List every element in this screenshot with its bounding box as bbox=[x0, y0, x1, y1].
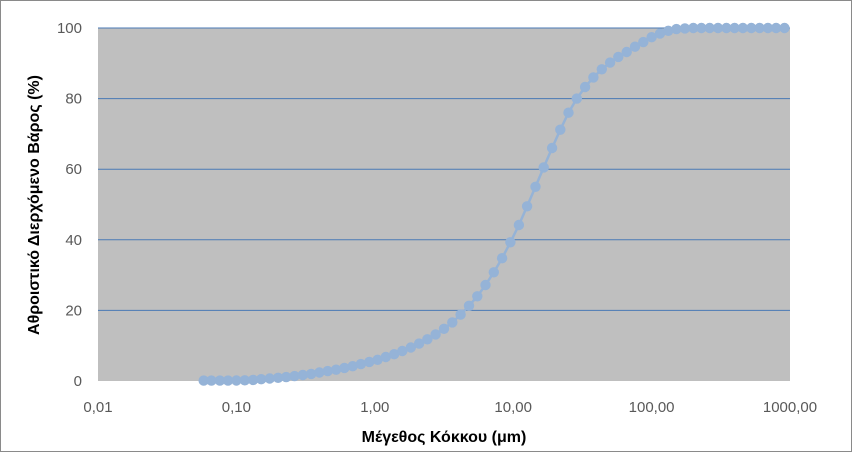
data-point bbox=[555, 124, 566, 135]
y-axis-title: Αθροιστικό Διερχόμενο Βάρος (%) bbox=[26, 75, 43, 335]
x-tick-label: 0,01 bbox=[83, 399, 112, 416]
data-point bbox=[770, 22, 782, 34]
data-point bbox=[546, 142, 558, 154]
data-point bbox=[613, 51, 624, 63]
data-point bbox=[505, 237, 516, 248]
data-point bbox=[405, 342, 416, 353]
data-point bbox=[231, 375, 242, 386]
data-point bbox=[455, 309, 466, 320]
data-point bbox=[762, 22, 774, 34]
data-point bbox=[222, 375, 234, 386]
y-tick-label: 100 bbox=[57, 20, 82, 37]
data-point bbox=[737, 22, 749, 34]
data-point bbox=[380, 351, 391, 363]
data-point bbox=[206, 375, 217, 386]
data-point bbox=[779, 22, 790, 34]
data-point bbox=[629, 41, 641, 52]
data-point bbox=[472, 291, 483, 302]
data-point bbox=[247, 374, 259, 386]
data-point bbox=[256, 374, 267, 385]
data-point bbox=[264, 373, 275, 384]
y-tick-label: 60 bbox=[65, 161, 82, 178]
x-axis-tick-labels: 0,01 0,10 1,00 10,00 100,00 1000,00 bbox=[83, 399, 817, 416]
data-point bbox=[281, 371, 292, 383]
data-point bbox=[438, 323, 450, 334]
data-point bbox=[339, 362, 350, 374]
data-point bbox=[638, 36, 649, 48]
data-point bbox=[513, 219, 525, 231]
data-point bbox=[530, 181, 541, 192]
data-point bbox=[422, 334, 433, 345]
data-point bbox=[239, 375, 250, 386]
data-point bbox=[663, 25, 674, 36]
data-point bbox=[322, 365, 333, 377]
data-point bbox=[538, 162, 549, 173]
data-point bbox=[496, 253, 508, 264]
data-point bbox=[654, 28, 666, 39]
series-cumulative-passing bbox=[198, 22, 790, 386]
data-point bbox=[646, 32, 657, 43]
data-point bbox=[671, 23, 682, 35]
data-point bbox=[306, 368, 317, 380]
data-point bbox=[688, 22, 699, 34]
data-point bbox=[330, 364, 342, 375]
data-point bbox=[712, 22, 724, 34]
data-point bbox=[729, 22, 740, 34]
data-point bbox=[297, 369, 308, 381]
data-point bbox=[746, 22, 757, 34]
data-point bbox=[214, 375, 226, 386]
x-tick-label: 1,00 bbox=[360, 399, 389, 416]
data-point bbox=[721, 22, 732, 34]
data-point bbox=[397, 345, 408, 357]
data-point bbox=[355, 358, 367, 370]
data-point bbox=[430, 329, 441, 340]
data-point bbox=[563, 107, 574, 118]
data-point bbox=[488, 267, 499, 278]
data-point bbox=[588, 72, 599, 83]
data-point bbox=[621, 46, 632, 58]
data-point bbox=[579, 81, 591, 93]
data-point bbox=[389, 349, 400, 360]
data-point bbox=[521, 201, 533, 212]
data-point bbox=[364, 356, 375, 368]
x-tick-label: 100,00 bbox=[629, 399, 675, 416]
x-tick-label: 10,00 bbox=[494, 399, 532, 416]
data-point bbox=[198, 375, 209, 386]
x-axis-title: Μέγεθος Κόκκου (μm) bbox=[362, 429, 527, 446]
data-point bbox=[704, 22, 715, 34]
data-point bbox=[596, 64, 607, 75]
data-point bbox=[604, 57, 616, 68]
data-point bbox=[571, 93, 582, 104]
y-tick-label: 80 bbox=[65, 91, 82, 108]
data-point bbox=[463, 300, 475, 311]
data-point bbox=[372, 354, 383, 365]
data-point bbox=[754, 22, 765, 34]
data-point bbox=[314, 367, 325, 378]
y-axis-tick-labels: 0 20 40 60 80 100 bbox=[57, 20, 82, 390]
y-tick-label: 0 bbox=[74, 373, 82, 390]
data-point bbox=[696, 22, 707, 34]
data-point bbox=[289, 370, 300, 382]
data-point bbox=[679, 23, 691, 34]
data-point bbox=[413, 338, 425, 349]
data-point bbox=[347, 361, 358, 372]
plot-area bbox=[98, 28, 790, 381]
y-tick-label: 40 bbox=[65, 232, 82, 249]
data-point bbox=[272, 372, 284, 383]
data-point bbox=[480, 279, 491, 291]
y-tick-label: 20 bbox=[65, 302, 82, 319]
x-tick-label: 0,10 bbox=[222, 399, 251, 416]
data-point bbox=[447, 317, 458, 328]
x-tick-label: 1000,00 bbox=[763, 399, 817, 416]
